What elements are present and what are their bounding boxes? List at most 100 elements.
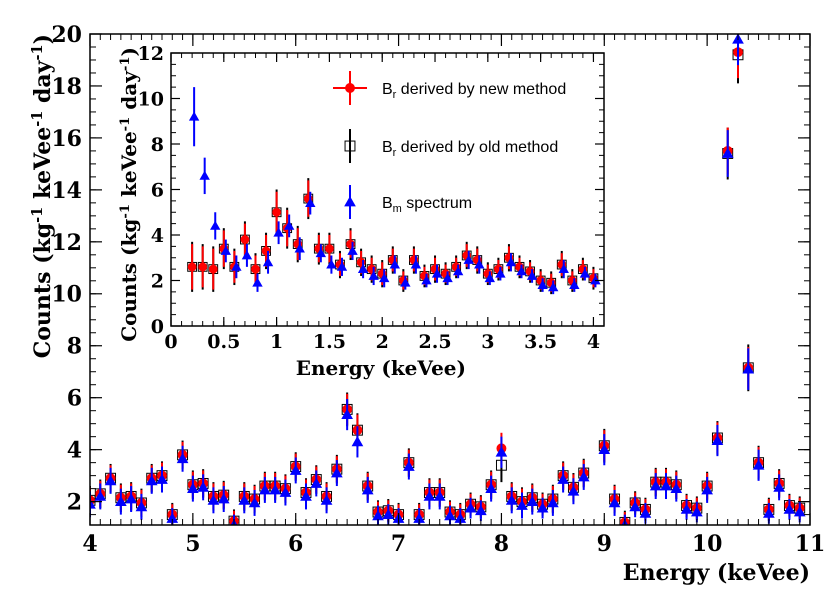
legend-label-sub: r — [393, 89, 397, 101]
inset-point — [283, 220, 295, 230]
main-point — [248, 497, 261, 508]
main-point — [166, 512, 179, 523]
inset-x-axis-title: Energy (keVee) — [296, 356, 466, 380]
inset-point — [452, 266, 464, 276]
main-y-tick-label: 6 — [67, 386, 82, 412]
inset-point — [199, 170, 210, 180]
inset-y-title-part: keVee — [117, 131, 141, 204]
main-x-tick-label: 10 — [692, 531, 723, 557]
inset-y-axis-title: Counts (kg-1 keVee-1 day-1) — [117, 47, 141, 342]
inset-point — [261, 246, 271, 256]
legend-label-sub: r — [393, 147, 397, 159]
inset-series-bm-spectrum — [188, 87, 601, 295]
inset-point — [188, 111, 200, 121]
inset-point — [187, 262, 197, 272]
inset-y-tick-label: 10 — [138, 88, 164, 110]
main-point — [464, 502, 477, 513]
main-y-title-part: keVee — [30, 127, 56, 207]
inset-point — [400, 277, 411, 287]
inset-point — [325, 244, 334, 254]
inset-x-tick-label: 1 — [270, 331, 283, 353]
main-point — [680, 503, 693, 514]
main-point — [670, 482, 683, 494]
inset-point — [252, 277, 263, 287]
main-point — [475, 504, 487, 516]
main-point — [454, 512, 467, 523]
inset-point — [305, 197, 316, 208]
main-x-tick-label: 5 — [185, 531, 200, 557]
inset-x-tick-label: 0 — [164, 331, 177, 353]
main-point — [433, 490, 446, 501]
main-point — [176, 452, 189, 464]
main-x-axis-title: Energy (keVee) — [623, 560, 810, 586]
main-point — [217, 493, 230, 504]
main-point — [187, 482, 199, 494]
inset-point — [537, 279, 548, 289]
inset-x-tick-label: 0.5 — [207, 331, 240, 353]
main-point — [691, 506, 703, 517]
main-point — [403, 460, 415, 471]
inset-point — [220, 245, 232, 255]
inset-point — [347, 245, 358, 255]
main-point — [259, 484, 271, 495]
inset-point — [208, 264, 218, 274]
main-y-tick-label: 2 — [67, 490, 82, 516]
inset-point — [231, 261, 242, 271]
inset-chart: 0 0.5 1 1.5 2 2.5 3 3.5 4 0 2 4 6 8 10 12 Energy (keVee)… — [117, 43, 605, 380]
inset-point — [368, 270, 379, 280]
main-point — [197, 481, 209, 492]
main-x-tick-label: 9 — [597, 531, 612, 557]
main-point — [90, 498, 96, 509]
inset-point — [240, 235, 250, 244]
legend-label: Br derived by new method — [382, 81, 566, 101]
inset-y-tick-label: 6 — [151, 179, 164, 201]
inset-point — [474, 259, 485, 269]
main-point — [156, 473, 168, 484]
main-point — [423, 490, 436, 501]
inset-point — [569, 279, 580, 289]
inset-x-tick-label: 2.5 — [418, 331, 451, 353]
main-point — [742, 363, 755, 374]
inset-point — [558, 263, 569, 274]
main-point — [577, 471, 590, 482]
inset-point — [241, 250, 253, 260]
main-point — [279, 486, 292, 497]
main-y-tick-label: 4 — [67, 438, 82, 464]
main-x-tick-label: 6 — [288, 531, 303, 557]
main-point — [351, 436, 364, 447]
main-point — [649, 480, 662, 491]
main-point — [721, 147, 734, 158]
legend-label-main: B — [382, 195, 393, 212]
inset-point — [421, 275, 432, 285]
main-y-tick-label: 18 — [51, 74, 82, 100]
inset-point — [210, 220, 221, 230]
legend-label-rest: derived by new method — [396, 81, 566, 98]
main-point — [701, 484, 713, 495]
main-x-tick-label: 4 — [82, 531, 97, 557]
main-point — [536, 502, 549, 513]
inset-x-tick-label: 3.5 — [524, 331, 557, 353]
inset-point — [346, 239, 355, 249]
main-point — [793, 506, 806, 517]
inset-y-title-part: Counts (kg — [117, 219, 141, 342]
main-point — [629, 500, 641, 512]
inset-y-title-part: -1 — [118, 56, 133, 71]
main-point — [660, 480, 672, 491]
inset-point — [526, 270, 538, 280]
main-point — [413, 512, 425, 523]
main-point — [752, 459, 765, 470]
inset-x-axis: 0 0.5 1 1.5 2 2.5 3 3.5 4 — [164, 53, 605, 353]
main-point — [238, 494, 251, 505]
inset-data — [187, 87, 601, 295]
legend-label-rest: derived by old method — [396, 139, 558, 156]
inset-point — [357, 263, 369, 274]
inset-point — [410, 259, 422, 269]
inset-point — [389, 259, 400, 269]
main-y-tick-label: 8 — [67, 334, 82, 360]
inset-x-tick-label: 1.5 — [313, 331, 346, 353]
main-point — [361, 484, 374, 495]
main-point — [115, 495, 127, 507]
inset-point — [590, 275, 601, 285]
